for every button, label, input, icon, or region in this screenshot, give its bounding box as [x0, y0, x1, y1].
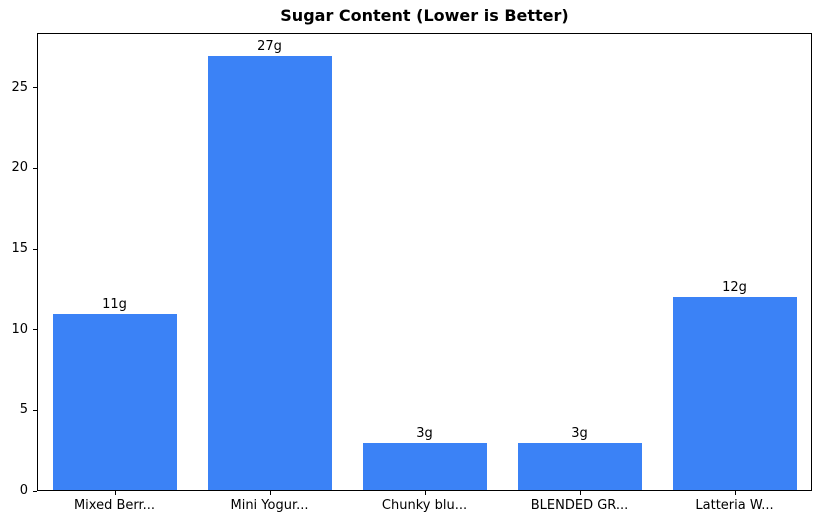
x-tick-label: Mixed Berr...	[73, 498, 156, 513]
bar-value-label: 11g	[102, 296, 127, 312]
bar-value-label: 12g	[722, 280, 747, 296]
bar-value-label: 3g	[571, 425, 588, 441]
x-tick-mark	[579, 491, 581, 495]
x-tick-mark	[424, 491, 426, 495]
bar	[52, 313, 177, 490]
x-tick-label: Chunky blu...	[381, 498, 468, 513]
x-tick-label: Latteria W...	[695, 498, 774, 513]
y-tick-mark	[33, 87, 37, 89]
x-tick-label: Mini Yogur...	[230, 498, 309, 513]
bar	[672, 297, 797, 490]
bar	[362, 442, 487, 490]
y-tick-label: 20	[11, 160, 28, 176]
bar-value-label: 27g	[257, 38, 282, 54]
y-tick-label: 15	[11, 241, 28, 257]
bar	[517, 442, 642, 490]
y-tick-mark	[33, 409, 37, 411]
y-tick-mark	[33, 329, 37, 331]
y-tick-mark	[33, 490, 37, 492]
x-tick-mark	[734, 491, 736, 495]
x-tick-mark	[269, 491, 271, 495]
y-tick-label: 25	[11, 79, 28, 95]
bar-value-label: 3g	[416, 425, 433, 441]
bar	[207, 55, 332, 490]
y-tick-label: 10	[11, 321, 28, 337]
x-tick-mark	[114, 491, 116, 495]
y-tick-label: 5	[19, 402, 28, 418]
chart-title: Sugar Content (Lower is Better)	[280, 6, 569, 25]
x-tick-label: BLENDED GR...	[530, 498, 629, 513]
y-tick-label: 0	[19, 483, 28, 498]
y-tick-mark	[33, 167, 37, 169]
y-tick-mark	[33, 248, 37, 250]
